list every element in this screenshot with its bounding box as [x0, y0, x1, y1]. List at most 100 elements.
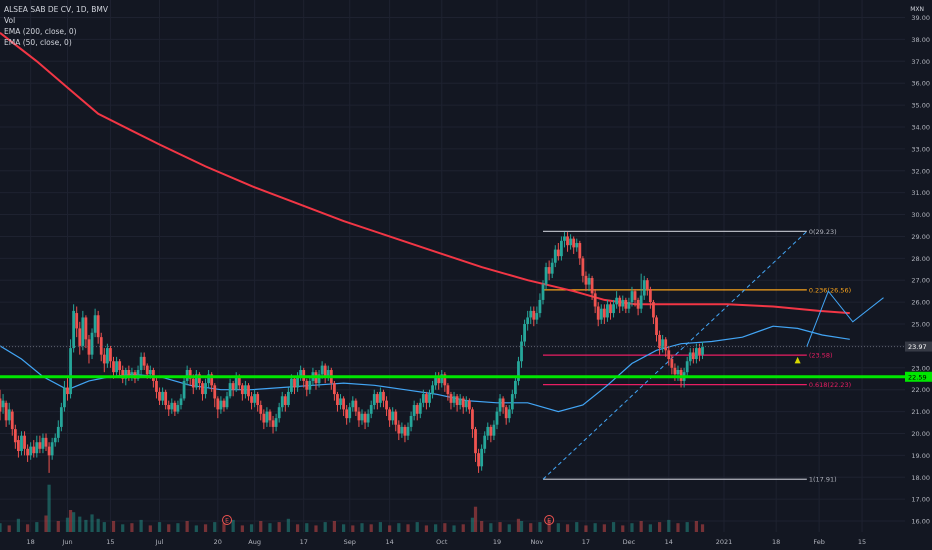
volume-bar — [480, 521, 484, 532]
candle-body — [366, 413, 370, 423]
candle-body — [375, 394, 379, 403]
candle-body — [667, 350, 671, 360]
candle-body — [486, 426, 490, 436]
support-price-tag — [905, 371, 932, 382]
candle-body — [569, 238, 573, 246]
candle-body — [694, 348, 698, 360]
candle-body — [437, 376, 441, 384]
candle-body — [155, 380, 158, 392]
fib-level-label: 0.236(26.56) — [809, 286, 851, 294]
candle-body — [53, 437, 57, 443]
volume-bar — [556, 523, 560, 532]
candle-body — [20, 435, 23, 451]
symbol-title[interactable]: ALSEA SAB DE CV, 1D, BMV — [4, 5, 108, 14]
candle-body — [188, 369, 192, 379]
candle-body — [210, 374, 214, 386]
candle-body — [317, 374, 321, 384]
time-tick-label: 20 — [214, 538, 222, 546]
candle-body — [599, 308, 603, 320]
volume-bar — [194, 525, 198, 532]
candle-body — [627, 302, 631, 309]
candle-body — [474, 429, 477, 454]
volume-bar — [26, 524, 30, 532]
fibonacci-retracement[interactable]: 0(29.23) 0.236(26.56) (23.58) 0.618(22.23) 1… — [542, 228, 851, 484]
candle-body — [222, 400, 226, 408]
volume-bar — [639, 521, 643, 532]
candle-body — [10, 411, 14, 430]
ema200-legend[interactable]: EMA (200, close, 0) — [4, 27, 77, 36]
candle-body — [112, 361, 115, 373]
price-tick-label: 30.00 — [911, 211, 930, 219]
candle-body — [698, 348, 701, 355]
candle-body — [572, 238, 576, 248]
candle-body — [78, 328, 82, 346]
volume-bar — [102, 522, 106, 532]
fib-level-label: 1(17.91) — [809, 476, 837, 484]
volume-bar — [538, 522, 542, 532]
candle-body — [397, 424, 401, 434]
fib-level-label: (23.58) — [809, 352, 833, 360]
candle-body — [471, 409, 474, 430]
volume-bar — [547, 519, 551, 532]
candle-body — [228, 383, 232, 397]
volume-bar — [72, 512, 76, 532]
candle-body — [247, 385, 250, 397]
volume-bars — [0, 484, 705, 532]
candle-body — [32, 446, 36, 454]
candle-body — [259, 405, 263, 414]
candle-body — [250, 396, 253, 403]
volume-bar — [667, 519, 671, 532]
candle-body — [167, 405, 171, 410]
candle-body — [127, 369, 131, 377]
candle-body — [237, 376, 241, 386]
volume-bar — [519, 521, 524, 532]
candle-body — [277, 407, 281, 419]
candle-body — [44, 437, 48, 447]
volume-bar — [470, 517, 475, 532]
volume-bar — [648, 524, 652, 532]
candle-body — [464, 400, 468, 408]
candle-body — [458, 398, 462, 406]
ema50-legend[interactable]: EMA (50, close, 0) — [4, 38, 72, 47]
volume-bar — [130, 523, 134, 532]
currency-label: MXN — [910, 6, 924, 13]
candle-body — [520, 341, 523, 362]
volume-bar — [268, 523, 272, 532]
volume-bar — [96, 518, 100, 532]
candle-body — [412, 405, 416, 416]
price-tick-label: 32.00 — [911, 167, 930, 175]
candle-body — [369, 405, 373, 414]
candle-body — [305, 380, 309, 390]
candle-body — [648, 288, 652, 303]
candle-body — [323, 365, 327, 377]
candle-body — [308, 380, 312, 390]
time-axis[interactable]: 18 Jun 15 Jul 20 Aug 17 Sep 14 Oct 19 Nov 17 Dec 14 202… — [0, 532, 932, 550]
candle-body — [342, 398, 345, 410]
volume-bar — [121, 524, 125, 532]
volume-legend[interactable]: Vol — [4, 16, 16, 25]
candle-body — [661, 339, 665, 349]
candle-body — [253, 394, 257, 403]
candle-body — [274, 418, 278, 427]
candle-body — [93, 315, 97, 333]
fib-level-label: 0(29.23) — [809, 228, 837, 236]
candle-body — [198, 374, 201, 384]
earnings-marker-icon — [222, 515, 233, 525]
time-tick-label: Aug — [248, 538, 261, 546]
price-axis[interactable]: 16.00 17.00 18.00 19.00 20.00 21.00 22.00 23.00… — [905, 0, 932, 550]
candle-body — [492, 424, 496, 436]
time-tick-label: 17 — [582, 538, 590, 546]
time-tick-label: 15 — [106, 538, 114, 546]
candle-body — [13, 429, 17, 443]
candle-body — [688, 352, 692, 362]
volume-bar — [277, 522, 281, 532]
volume-bar — [84, 519, 88, 532]
time-tick-label: Feb — [813, 538, 825, 546]
price-tick-label: 22.00 — [911, 386, 930, 394]
candle-body — [179, 398, 183, 406]
candle-body — [606, 304, 609, 318]
candle-body — [351, 400, 355, 408]
candle-body — [26, 448, 30, 456]
